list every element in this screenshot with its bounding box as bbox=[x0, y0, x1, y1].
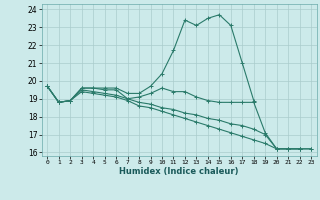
X-axis label: Humidex (Indice chaleur): Humidex (Indice chaleur) bbox=[119, 167, 239, 176]
